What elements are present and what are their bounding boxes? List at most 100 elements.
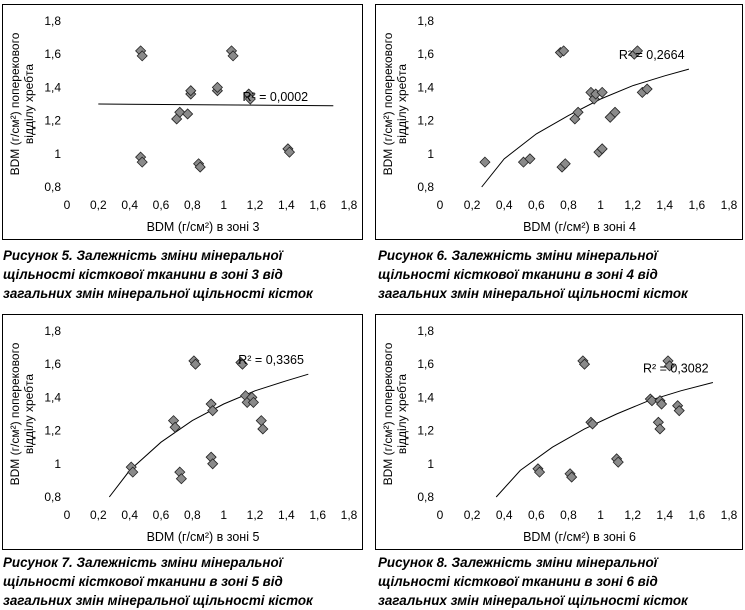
x-tick-label: 1 (597, 198, 604, 212)
x-tick-label: 1,4 (656, 508, 673, 522)
x-tick-label: 0 (64, 198, 71, 212)
y-axis-title: BDM (г/см²) поперекового (381, 32, 395, 175)
y-tick-label: 1,8 (44, 14, 61, 28)
figure-caption: Рисунок 7. Залежність зміни мінеральної … (3, 553, 313, 610)
data-point (247, 396, 259, 408)
data-point (136, 156, 148, 168)
y-tick-label: 1,2 (417, 114, 434, 128)
data-point (255, 415, 267, 427)
x-tick-label: 0,2 (464, 508, 481, 522)
data-point (566, 471, 578, 483)
x-tick-label: 1,8 (341, 508, 358, 522)
r-squared-label: R² = 0,2664 (619, 48, 685, 62)
caption-line: загальних змін мінеральної щільності кіс… (378, 286, 688, 301)
data-point (586, 418, 599, 430)
caption-line: щільності кісткової тканини в зоні 5 від (3, 574, 283, 589)
x-tick-label: 0,4 (496, 198, 513, 212)
x-tick-label: 0,6 (528, 508, 545, 522)
x-tick-label: 0,2 (90, 508, 107, 522)
y-axis-title: BDM (г/см²) поперекового (381, 342, 395, 485)
x-tick-label: 1,6 (689, 198, 706, 212)
trendline (108, 373, 309, 498)
scatter-chart: 0,8 1 1,2 1,4 1,6 1,8 0 0,2 0,4 0,6 0,8 1 1,2 1,4 1,6 1… (381, 324, 738, 544)
data-point (612, 456, 624, 468)
y-tick-label: 1,4 (44, 390, 61, 404)
data-point (646, 395, 658, 407)
x-tick-label: 1,4 (278, 198, 295, 212)
trendline (98, 103, 334, 107)
data-point (136, 50, 148, 62)
data-point (654, 423, 666, 435)
x-tick-label: 1,8 (341, 198, 358, 212)
x-tick-label: 0 (437, 198, 444, 212)
caption-line: загальних змін мінеральної щільності кіс… (378, 593, 688, 608)
r-squared-label: R² = 0,3365 (238, 353, 304, 367)
chart-frame: 0,8 1 1,2 1,4 1,6 1,8 0 0,2 0,4 0,6 0,8 1 1,2 1,4 1,6 1… (2, 4, 363, 240)
data-point (524, 153, 536, 165)
data-point (609, 106, 621, 118)
scatter-chart: 0,8 1 1,2 1,4 1,6 1,8 0 0,2 0,4 0,6 0,8 1 1,2 1,4 1,6 1… (8, 324, 358, 544)
y-tick-label: 0,8 (417, 180, 434, 194)
y-tick-label: 1,6 (44, 47, 61, 61)
x-tick-label: 0,2 (90, 198, 107, 212)
y-tick-label: 1,4 (417, 80, 434, 94)
data-point (194, 161, 206, 173)
x-axis-title: BDM (г/см²) в зоні 5 (147, 530, 260, 544)
caption-line: загальних змін мінеральної щільності кіс… (3, 593, 313, 608)
x-tick-label: 0,6 (528, 198, 545, 212)
x-tick-label: 0,6 (153, 198, 170, 212)
y-tick-label: 0,8 (44, 180, 61, 194)
data-point (572, 106, 584, 118)
data-point (283, 146, 296, 158)
scatter-chart: 0,8 1 1,2 1,4 1,6 1,8 0 0,2 0,4 0,6 0,8 1 1,2 1,4 1,6 1… (8, 14, 358, 234)
trendline (495, 382, 714, 498)
x-tick-label: 1,2 (247, 198, 264, 212)
figure-caption: Рисунок 6. Залежність зміни мінеральної … (378, 246, 688, 303)
x-tick-label: 0,8 (560, 508, 577, 522)
x-tick-label: 1,8 (721, 508, 738, 522)
chart-frame: 0,8 1 1,2 1,4 1,6 1,8 0 0,2 0,4 0,6 0,8 1 1,2 1,4 1,6 1… (375, 4, 743, 240)
x-tick-label: 0,8 (560, 198, 577, 212)
data-point (533, 466, 546, 478)
caption-number: Рисунок 8. (378, 555, 448, 570)
caption-number: Рисунок 5. (3, 248, 73, 263)
data-point (631, 45, 644, 57)
y-tick-label: 1 (427, 147, 434, 161)
x-tick-label: 1,8 (721, 198, 738, 212)
x-axis-title: BDM (г/см²) в зоні 6 (523, 530, 636, 544)
x-tick-label: 1,2 (624, 198, 641, 212)
data-point (578, 358, 591, 370)
scatter-chart: 0,8 1 1,2 1,4 1,6 1,8 0 0,2 0,4 0,6 0,8 1 1,2 1,4 1,6 1… (381, 14, 738, 234)
x-tick-label: 1,4 (656, 198, 673, 212)
x-tick-label: 0,4 (121, 198, 138, 212)
x-tick-label: 0,4 (496, 508, 513, 522)
x-tick-label: 1,6 (689, 508, 706, 522)
y-tick-label: 1,6 (417, 357, 434, 371)
y-tick-label: 1,4 (417, 390, 434, 404)
y-axis-title: BDM (г/см²) поперекового (8, 32, 22, 175)
figure-caption: Рисунок 5. Залежність зміни мінеральної … (3, 246, 313, 303)
x-tick-label: 1,4 (278, 508, 295, 522)
x-tick-label: 1 (220, 508, 227, 522)
data-point (175, 473, 187, 485)
caption-line: щільності кісткової тканини в зоні 6 від (378, 574, 658, 589)
r-squared-label: R² = 0,0002 (242, 90, 308, 104)
data-point (185, 85, 197, 97)
data-point (227, 50, 239, 62)
chart-frame: 0,8 1 1,2 1,4 1,6 1,8 0 0,2 0,4 0,6 0,8 1 1,2 1,4 1,6 1… (375, 314, 743, 550)
caption-number: Рисунок 7. (3, 555, 73, 570)
data-point (479, 156, 491, 168)
y-tick-label: 1,8 (417, 324, 434, 338)
data-point (189, 358, 202, 370)
data-point (207, 458, 219, 470)
caption-line: щільності кісткової тканини в зоні 3 від (3, 267, 283, 282)
y-tick-label: 1,2 (44, 424, 61, 438)
data-point (169, 421, 181, 433)
x-tick-label: 0,6 (153, 508, 170, 522)
data-point (664, 360, 676, 372)
data-point (656, 398, 668, 410)
x-tick-label: 1,6 (309, 508, 326, 522)
y-axis-title-line-2: відділу хребта (22, 64, 36, 144)
data-point (641, 83, 653, 95)
y-tick-label: 1,8 (44, 324, 61, 338)
